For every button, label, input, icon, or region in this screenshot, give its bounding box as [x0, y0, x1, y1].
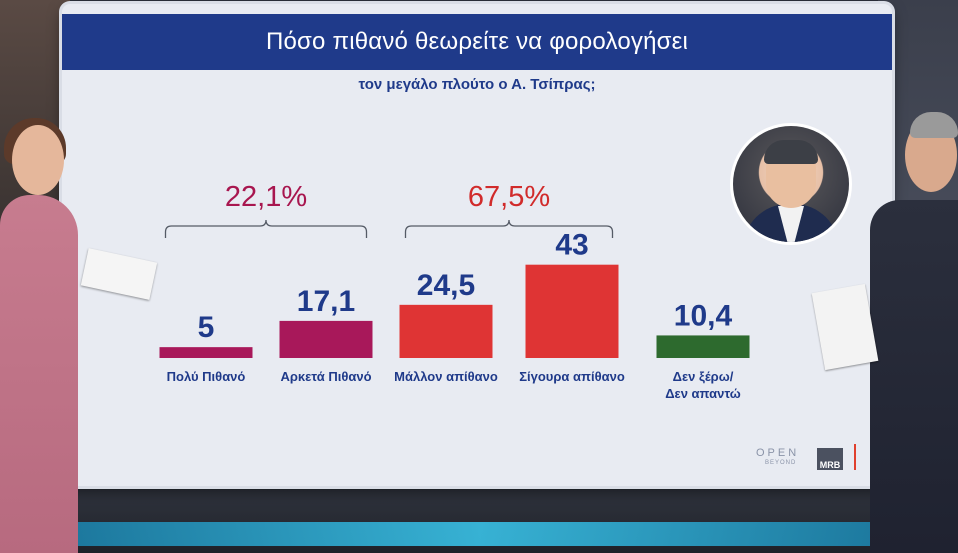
floor-light-strip [60, 522, 900, 546]
logo-divider [854, 444, 856, 470]
bar-3 [525, 264, 619, 358]
channel-logo: OPEN [756, 447, 800, 459]
chart-title: Πόσο πιθανό θεωρείτε να φορολογήσει [265, 28, 689, 55]
title-bar: Πόσο πιθανό θεωρείτε να φορολογήσει [62, 14, 892, 70]
bar-value-label-2: 24,5 [417, 269, 475, 302]
category-label-4-1: Δεν απαντώ [665, 386, 741, 401]
group-percentage-0: 22,1% [225, 181, 307, 213]
presenter-right-hair [910, 112, 958, 138]
presenter-left-head [12, 125, 64, 195]
category-label-4-0: Δεν ξέρω/ [673, 369, 734, 384]
category-label-1: Αρκετά Πιθανό [280, 369, 371, 384]
presenter-right [870, 200, 958, 553]
bar-0 [159, 347, 253, 358]
category-label-2: Μάλλον απίθανο [394, 369, 498, 384]
bar-value-label-1: 17,1 [297, 285, 355, 318]
bar-value-label-0: 5 [198, 311, 215, 344]
bar-chart: 5 Πολύ Πιθανό 17,1 Αρκετά Πιθανό 24,5 Μάλλον … [159, 181, 750, 401]
chart-subtitle: τον μεγάλο πλούτο ο Α. Τσίπρας; [358, 76, 596, 93]
channel-logo-sub: BEYOND [765, 460, 797, 466]
bar-value-label-3: 43 [555, 229, 588, 262]
pollster-logo: MRB [817, 448, 843, 470]
bar-1 [279, 320, 373, 358]
group-percentage-1: 67,5% [468, 181, 550, 213]
bar-2 [399, 304, 493, 358]
category-label-0: Πολύ Πιθανό [167, 369, 246, 384]
category-label-3: Σίγουρα απίθανο [519, 369, 625, 384]
group-brace-1 [404, 219, 614, 238]
politician-photo [733, 126, 849, 242]
poll-screen: Πόσο πιθανό θεωρείτε να φορολογήσει τον … [62, 4, 892, 486]
bar-value-label-4: 10,4 [674, 299, 733, 332]
bar-4 [656, 335, 750, 358]
presenter-left [0, 195, 78, 553]
group-brace-0 [164, 219, 368, 238]
